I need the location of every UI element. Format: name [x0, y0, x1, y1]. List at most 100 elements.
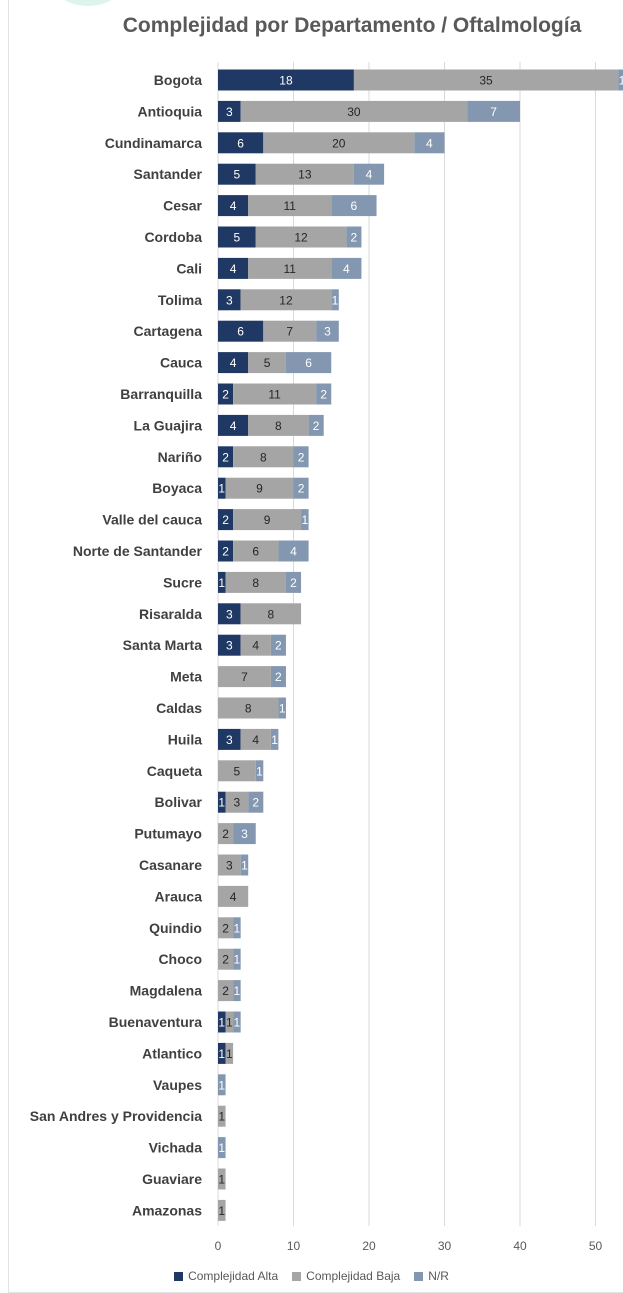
data-label: 1	[301, 513, 308, 527]
data-label: 3	[241, 827, 248, 841]
data-label: 1	[234, 1016, 241, 1030]
data-label: 5	[264, 356, 271, 370]
data-label: 2	[298, 450, 305, 464]
bar-segment	[353, 163, 385, 185]
category-label: Magdalena	[130, 983, 203, 999]
category-label: Amazonas	[132, 1202, 202, 1218]
bar-segment	[285, 352, 332, 374]
bar-segment	[331, 289, 339, 311]
category-label: Quindio	[149, 920, 202, 936]
x-tick-label: 20	[362, 1239, 376, 1253]
bar-segment	[218, 289, 241, 311]
data-label: 8	[260, 450, 267, 464]
bar-segment	[218, 854, 241, 876]
bar-segment	[225, 1042, 234, 1064]
x-tick-label: 30	[438, 1239, 452, 1253]
data-label: 8	[268, 607, 275, 621]
bar-segment	[240, 603, 302, 625]
bar-segment	[240, 728, 271, 750]
data-label: 3	[234, 796, 241, 810]
data-label: 2	[275, 670, 282, 684]
bar-segment	[233, 446, 294, 468]
category-label: Buenaventura	[109, 1014, 203, 1030]
bar-segment	[263, 132, 415, 154]
bar-segment	[218, 728, 241, 750]
category-label: Cali	[176, 260, 202, 276]
data-label: 2	[320, 388, 327, 402]
data-label: 6	[237, 136, 244, 150]
data-label: 1	[218, 1016, 225, 1030]
bar-segment	[218, 823, 234, 845]
bar-segment	[218, 352, 249, 374]
data-label: 5	[234, 168, 241, 182]
legend-label: Complejidad Alta	[188, 1269, 279, 1283]
bar-segment	[233, 980, 241, 1002]
data-label: 30	[347, 105, 361, 119]
bar-segment	[218, 1137, 226, 1159]
bar-segment	[233, 383, 317, 405]
bar-segment	[218, 571, 226, 593]
data-label: 7	[490, 105, 497, 119]
bar-segment	[218, 948, 234, 970]
x-tick-label: 0	[215, 1239, 222, 1253]
bar-segment	[233, 948, 241, 970]
bar-segment	[248, 257, 332, 279]
data-label: 8	[275, 419, 282, 433]
bar-segment	[225, 1011, 234, 1033]
data-label: 4	[230, 199, 237, 213]
data-label: 2	[222, 513, 229, 527]
data-label: 4	[290, 545, 297, 559]
category-label: San Andres y Providencia	[30, 1108, 202, 1124]
bar-segment	[248, 352, 286, 374]
bar-segment	[218, 1042, 226, 1064]
decorative-shape	[60, 0, 116, 6]
category-label: La Guajira	[134, 417, 203, 433]
data-label: 4	[230, 356, 237, 370]
bar-segment	[308, 414, 324, 436]
bar-segment	[240, 289, 332, 311]
data-label: 1	[218, 1047, 225, 1061]
category-label: Cundinamarca	[105, 135, 202, 151]
bar-segment	[255, 163, 354, 185]
bar-segment	[218, 791, 226, 813]
data-label: 1	[234, 984, 241, 998]
category-label: Norte de Santander	[73, 543, 203, 559]
category-label: Valle del cauca	[102, 512, 202, 528]
legend-item: Complejidad Baja	[292, 1269, 400, 1283]
bar-segment	[233, 823, 256, 845]
bar-segment	[225, 477, 294, 499]
data-label: 1	[271, 733, 278, 747]
data-label: 1	[332, 293, 339, 307]
data-label: 1	[218, 796, 225, 810]
bar-segment	[233, 540, 279, 562]
category-label: Vichada	[149, 1140, 203, 1156]
data-label: 9	[264, 513, 271, 527]
data-label: 6	[237, 325, 244, 339]
bar-segment	[218, 69, 354, 91]
data-label: 2	[313, 419, 320, 433]
bar-segment	[301, 509, 309, 531]
data-label: 1	[226, 1016, 233, 1030]
bar-segment	[270, 666, 286, 688]
bar-segment	[218, 634, 241, 656]
data-label: 12	[279, 293, 293, 307]
category-label: Antioquia	[137, 103, 202, 119]
bar-segment	[240, 854, 249, 876]
data-label: 1	[218, 1110, 225, 1124]
data-label: 4	[230, 262, 237, 276]
bar-segment	[218, 885, 249, 907]
bar-segment	[218, 446, 234, 468]
category-label: Risaralda	[139, 606, 202, 622]
bar-segment	[218, 1011, 226, 1033]
data-label: 1	[279, 702, 286, 716]
bar-segment	[218, 320, 264, 342]
data-label: 6	[351, 199, 358, 213]
bar-segment	[218, 383, 234, 405]
bar-segment	[218, 100, 241, 122]
bar-segment	[233, 1011, 241, 1033]
data-label: 4	[230, 890, 237, 904]
data-label: 8	[252, 576, 259, 590]
data-label: 4	[366, 168, 373, 182]
x-tick-label: 10	[287, 1239, 301, 1253]
